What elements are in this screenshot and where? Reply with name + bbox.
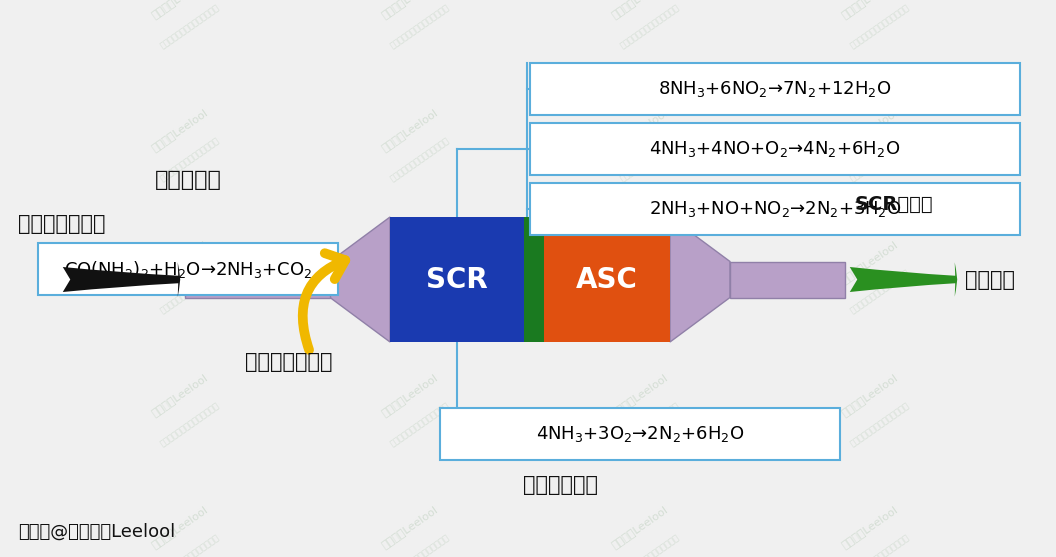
Bar bbox=[390, 217, 525, 342]
Text: 绿联净化Leelool: 绿联净化Leelool bbox=[150, 504, 210, 550]
Text: 绿联净化Leelool: 绿联净化Leelool bbox=[610, 239, 670, 285]
Text: 绿联净化Leelool: 绿联净化Leelool bbox=[150, 372, 210, 418]
Text: 专注发动机及工业废机废气治理: 专注发动机及工业废机废气治理 bbox=[849, 533, 911, 557]
Text: 专注发动机及工业废机废气治理: 专注发动机及工业废机废气治理 bbox=[389, 268, 451, 316]
Text: 绿联净化Leelool: 绿联净化Leelool bbox=[841, 239, 900, 285]
Text: 专注发动机及工业废机废气治理: 专注发动机及工业废机废气治理 bbox=[389, 136, 451, 183]
Text: 绿联净化Leelool: 绿联净化Leelool bbox=[841, 106, 900, 153]
Text: 绿联净化Leelool: 绿联净化Leelool bbox=[841, 504, 900, 550]
Text: 2NH$_3$+NO+NO$_2$→2N$_2$+3H$_2$O: 2NH$_3$+NO+NO$_2$→2N$_2$+3H$_2$O bbox=[648, 199, 901, 219]
Polygon shape bbox=[329, 217, 390, 342]
Text: 绿联净化Leelool: 绿联净化Leelool bbox=[150, 0, 210, 20]
Text: 4NH$_3$+4NO+O$_2$→4N$_2$+6H$_2$O: 4NH$_3$+4NO+O$_2$→4N$_2$+6H$_2$O bbox=[649, 139, 901, 159]
Text: 专注发动机及工业废机废气治理: 专注发动机及工业废机废气治理 bbox=[849, 3, 911, 51]
Text: 专注发动机及工业废机废气治理: 专注发动机及工业废机废气治理 bbox=[619, 400, 681, 448]
Text: 搜狐号@绿联净化Leelool: 搜狐号@绿联净化Leelool bbox=[18, 523, 175, 541]
Text: 排放达标: 排放达标 bbox=[965, 270, 1015, 290]
Bar bbox=[440, 408, 840, 460]
Bar bbox=[530, 183, 1020, 235]
Text: 专注发动机及工业废机废气治理: 专注发动机及工业废机废气治理 bbox=[158, 136, 222, 183]
Bar bbox=[530, 63, 1020, 115]
Text: 绿联净化Leelool: 绿联净化Leelool bbox=[150, 239, 210, 285]
Text: 专注发动机及工业废机废气治理: 专注发动机及工业废机废气治理 bbox=[619, 3, 681, 51]
Text: 专注发动机及工业废机废气治理: 专注发动机及工业废机废气治理 bbox=[389, 3, 451, 51]
Text: 绿联净化Leelool: 绿联净化Leelool bbox=[841, 0, 900, 20]
Text: 喷射尿素水溶液: 喷射尿素水溶液 bbox=[245, 353, 333, 373]
Text: 绿联净化Leelool: 绿联净化Leelool bbox=[380, 239, 440, 285]
Text: 绿联净化Leelool: 绿联净化Leelool bbox=[380, 0, 440, 20]
Bar bbox=[525, 217, 544, 342]
Bar bbox=[185, 261, 329, 297]
Text: 专注发动机及工业废机废气治理: 专注发动机及工业废机废气治理 bbox=[619, 136, 681, 183]
Text: 专注发动机及工业废机废气治理: 专注发动机及工业废机废气治理 bbox=[849, 400, 911, 448]
Text: 绿联净化Leelool: 绿联净化Leelool bbox=[610, 0, 670, 20]
FancyArrowPatch shape bbox=[303, 253, 345, 350]
Text: 专注发动机及工业废机废气治理: 专注发动机及工业废机废气治理 bbox=[849, 268, 911, 316]
Text: 4NH$_3$+3O$_2$→2N$_2$+6H$_2$O: 4NH$_3$+3O$_2$→2N$_2$+6H$_2$O bbox=[535, 424, 744, 444]
Text: 专注发动机及工业废机废气治理: 专注发动机及工业废机废气治理 bbox=[849, 136, 911, 183]
Text: 绿联净化Leelool: 绿联净化Leelool bbox=[841, 372, 900, 418]
Text: ASC: ASC bbox=[577, 266, 638, 294]
Bar bbox=[38, 243, 338, 295]
Text: 8NH$_3$+6NO$_2$→7N$_2$+12H$_2$O: 8NH$_3$+6NO$_2$→7N$_2$+12H$_2$O bbox=[658, 79, 891, 99]
Text: 绿联净化Leelool: 绿联净化Leelool bbox=[380, 504, 440, 550]
Text: 绿联净化Leelool: 绿联净化Leelool bbox=[610, 372, 670, 418]
Text: 专注发动机及工业废机废气治理: 专注发动机及工业废机废气治理 bbox=[158, 400, 222, 448]
Text: 专注发动机及工业废机废气治理: 专注发动机及工业废机废气治理 bbox=[619, 533, 681, 557]
Text: 绿联净化Leelool: 绿联净化Leelool bbox=[610, 504, 670, 550]
Polygon shape bbox=[670, 217, 730, 342]
Text: 专注发动机及工业废机废气治理: 专注发动机及工业废机废气治理 bbox=[158, 3, 222, 51]
Text: 专注发动机及工业废机废气治理: 专注发动机及工业废机废气治理 bbox=[619, 268, 681, 316]
Text: 绿联净化Leelool: 绿联净化Leelool bbox=[380, 372, 440, 418]
Text: 绿联净化Leelool: 绿联净化Leelool bbox=[150, 106, 210, 153]
Text: 氨氧化催化剂: 氨氧化催化剂 bbox=[523, 475, 598, 495]
Text: CO(NH$_2$)$_2$+H$_2$O→2NH$_3$+CO$_2$: CO(NH$_2$)$_2$+H$_2$O→2NH$_3$+CO$_2$ bbox=[63, 258, 313, 280]
Text: SCR: SCR bbox=[427, 266, 488, 294]
Text: 绿联净化Leelool: 绿联净化Leelool bbox=[380, 106, 440, 153]
Bar bbox=[530, 123, 1020, 175]
Text: 专注发动机及工业废机废气治理: 专注发动机及工业废机废气治理 bbox=[389, 533, 451, 557]
Bar bbox=[544, 217, 670, 342]
Text: 专注发动机及工业废机废气治理: 专注发动机及工业废机废气治理 bbox=[389, 400, 451, 448]
Text: 水解还原剂: 水解还原剂 bbox=[155, 170, 222, 190]
Text: SCR催化剂: SCR催化剂 bbox=[855, 195, 934, 214]
Text: 专注发动机及工业废机废气治理: 专注发动机及工业废机废气治理 bbox=[158, 268, 222, 316]
Text: 发动机排放废气: 发动机排放废气 bbox=[18, 214, 106, 234]
Bar bbox=[730, 261, 845, 297]
Text: 专注发动机及工业废机废气治理: 专注发动机及工业废机废气治理 bbox=[158, 533, 222, 557]
Text: 绿联净化Leelool: 绿联净化Leelool bbox=[610, 106, 670, 153]
